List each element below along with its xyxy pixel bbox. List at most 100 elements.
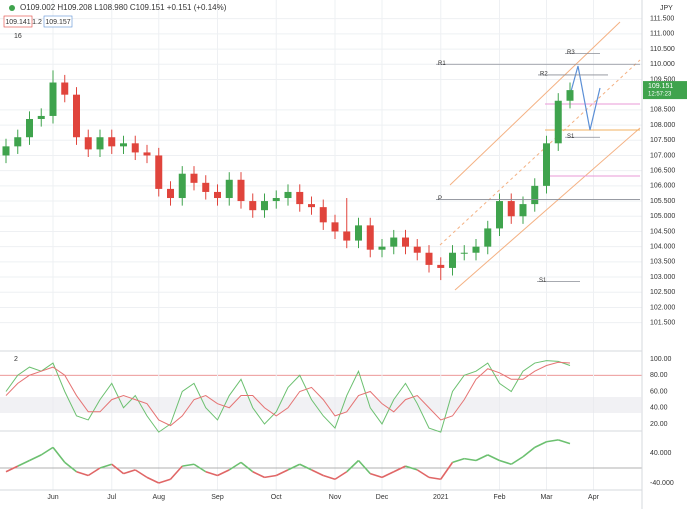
- pivot-label: R2: [540, 71, 548, 77]
- y-tick-label: 111.500: [650, 16, 674, 23]
- candle-body: [284, 191, 292, 199]
- x-tick-label: Sep: [211, 494, 224, 501]
- badge-text: 109.157: [45, 19, 70, 26]
- oscillator-segment: [193, 463, 207, 473]
- marks: R1 R3 R2 S1 P S1: [2, 50, 640, 484]
- y-tick-label: 110.000: [650, 61, 675, 68]
- oscillator-segment: [464, 457, 477, 462]
- y-tick-label: 80.00: [650, 372, 668, 379]
- indicator-line: [5, 361, 571, 427]
- y-tick-label: 103.000: [650, 274, 675, 281]
- candle-body: [178, 173, 186, 199]
- oscillator-segment: [534, 441, 547, 449]
- candle-body: [308, 204, 315, 208]
- candle-body: [355, 225, 362, 241]
- x-tick-label: Aug: [153, 494, 166, 501]
- oscillator-segment: [5, 465, 19, 473]
- candle-body: [14, 137, 22, 147]
- candle-body: [543, 143, 550, 186]
- oscillator-segment: [264, 474, 277, 479]
- countdown: 12:57:23: [648, 92, 672, 98]
- y-tick-label: 105.000: [650, 213, 675, 220]
- y-tick-label: 40.000: [650, 450, 672, 457]
- y-tick-label: 102.500: [650, 289, 675, 296]
- y-tick-label: 108.000: [650, 122, 675, 129]
- candle-body: [425, 252, 433, 265]
- oscillator-segment: [146, 476, 160, 484]
- oscillator-segment: [370, 472, 383, 479]
- candle-body: [496, 201, 503, 229]
- oscillator-segment: [87, 467, 101, 477]
- oscillator-segment: [323, 474, 336, 481]
- oscillator-segment: [252, 471, 265, 479]
- candle-body: [378, 246, 386, 250]
- oscillator-segment: [64, 461, 77, 473]
- badge-text: 1.2: [32, 19, 42, 26]
- candle-body: [519, 204, 527, 217]
- candle-body: [190, 173, 198, 183]
- candle-body: [108, 137, 116, 147]
- candle-body: [390, 237, 398, 247]
- x-tick-label: Nov: [329, 494, 342, 501]
- candle-body: [413, 246, 421, 253]
- pivot-label: R1: [438, 61, 446, 67]
- candle-body: [331, 222, 339, 232]
- oscillator-segment: [357, 459, 371, 475]
- oscillator-segment: [405, 465, 418, 471]
- oscillator-segment: [510, 456, 524, 465]
- y-tick-label: 109.500: [650, 76, 675, 83]
- candle-body: [237, 179, 245, 202]
- candle-body: [120, 143, 127, 147]
- y-tick-label: 60.00: [650, 388, 668, 395]
- y-tick-label: 102.000: [650, 304, 675, 311]
- candle-body: [2, 146, 10, 156]
- oscillator-segment: [311, 469, 324, 477]
- candle-body: [73, 94, 80, 138]
- x-tick-label: Apr: [588, 494, 600, 501]
- y-tick-label: 106.500: [650, 168, 675, 175]
- oscillator-segment: [40, 446, 54, 456]
- candle-body: [84, 137, 92, 150]
- status-dot: [9, 5, 15, 11]
- oscillator-segment: [134, 469, 148, 479]
- candle-body: [272, 198, 280, 202]
- candle-body: [143, 152, 151, 156]
- candle-body: [449, 252, 456, 268]
- oscillator-segment: [29, 454, 42, 462]
- currency: JPY: [660, 5, 673, 12]
- candle-body: [343, 231, 351, 241]
- oscillator-segment: [558, 439, 571, 445]
- indicator-label: 16: [14, 33, 22, 40]
- candle-body: [49, 82, 57, 116]
- oscillator-segment: [452, 457, 465, 464]
- y-tick-label: -40.000: [650, 480, 674, 487]
- x-tick-label: 2021: [433, 494, 449, 501]
- candle-body: [566, 90, 574, 101]
- oscillator-segment: [111, 463, 124, 475]
- x-tick-label: Oct: [271, 494, 282, 501]
- oscillator-segment: [182, 463, 195, 467]
- candle-body: [249, 201, 257, 211]
- oscillator-segment: [522, 446, 536, 458]
- pivot-label: P: [438, 196, 442, 202]
- candle-body: [37, 115, 45, 119]
- y-tick-label: 104.000: [650, 243, 675, 250]
- candle-body: [472, 246, 480, 253]
- candle-body: [531, 185, 539, 205]
- candle-body: [554, 100, 562, 144]
- y-tick-label: 40.00: [650, 405, 668, 412]
- indicator-label: 2: [14, 356, 18, 363]
- candle-body: [225, 179, 233, 199]
- y-tick-label: 107.500: [650, 137, 675, 144]
- candle-body: [214, 191, 221, 199]
- oscillator-segment: [381, 471, 395, 479]
- candle-body: [202, 182, 210, 192]
- candle-body: [261, 201, 268, 211]
- badge: [43, 15, 73, 28]
- badge: [3, 15, 33, 28]
- candle-body: [96, 137, 104, 150]
- oscillator-segment: [17, 459, 30, 467]
- oscillator-segment: [228, 461, 242, 471]
- candle-body: [402, 237, 409, 247]
